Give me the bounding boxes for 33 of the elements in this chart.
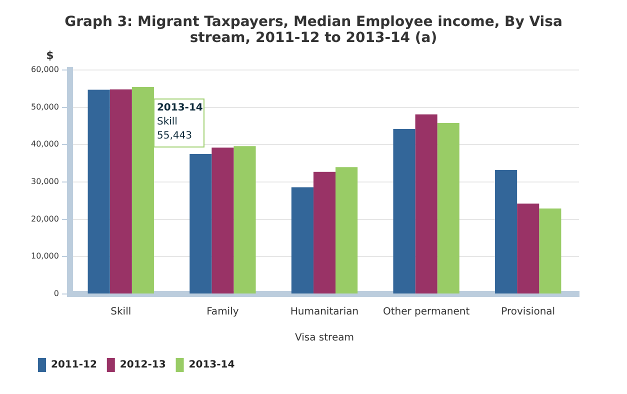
bar [110, 89, 132, 294]
bar [495, 170, 518, 294]
y-tick-label: 60,000 [30, 65, 59, 74]
x-tick-label: Skill [110, 306, 132, 318]
bar [234, 146, 256, 294]
x-tick-label: Other permanent [382, 306, 470, 318]
bar [88, 90, 110, 294]
bar [313, 172, 336, 294]
legend-label: 2012-13 [120, 360, 166, 371]
legend-label: 2013-14 [188, 360, 235, 371]
y-tick-label: 40,000 [30, 140, 59, 149]
y-tick-label: 10,000 [30, 252, 59, 261]
x-axis-title: Visa stream [295, 332, 354, 344]
annotation: 2013-14 Skill 55,443 [156, 102, 203, 142]
bar [415, 114, 438, 294]
bar [336, 167, 358, 294]
chart-title: Graph 3: Migrant Taxpayers, Median Employee income, By Visa stream, 2011-12 to 2013-14 (a) [64, 13, 564, 46]
bar [539, 208, 562, 294]
bar [291, 187, 314, 294]
x-tick-label: Provisional [501, 306, 556, 318]
bar [190, 154, 212, 294]
y-tick-label: 50,000 [30, 102, 59, 112]
y-tick-label: 20,000 [30, 214, 59, 224]
bar [212, 148, 234, 294]
bar [393, 128, 416, 294]
y-axis-title: $ [46, 48, 54, 62]
bar [517, 204, 540, 294]
x-tick-label: Humanitarian [290, 306, 359, 318]
legend-label: 2011-12 [51, 360, 97, 371]
bar [437, 123, 460, 294]
y-tick-label: 30,000 [30, 177, 59, 186]
x-tick-label: Family [206, 306, 239, 318]
y-tick-label: 0 [54, 289, 59, 298]
